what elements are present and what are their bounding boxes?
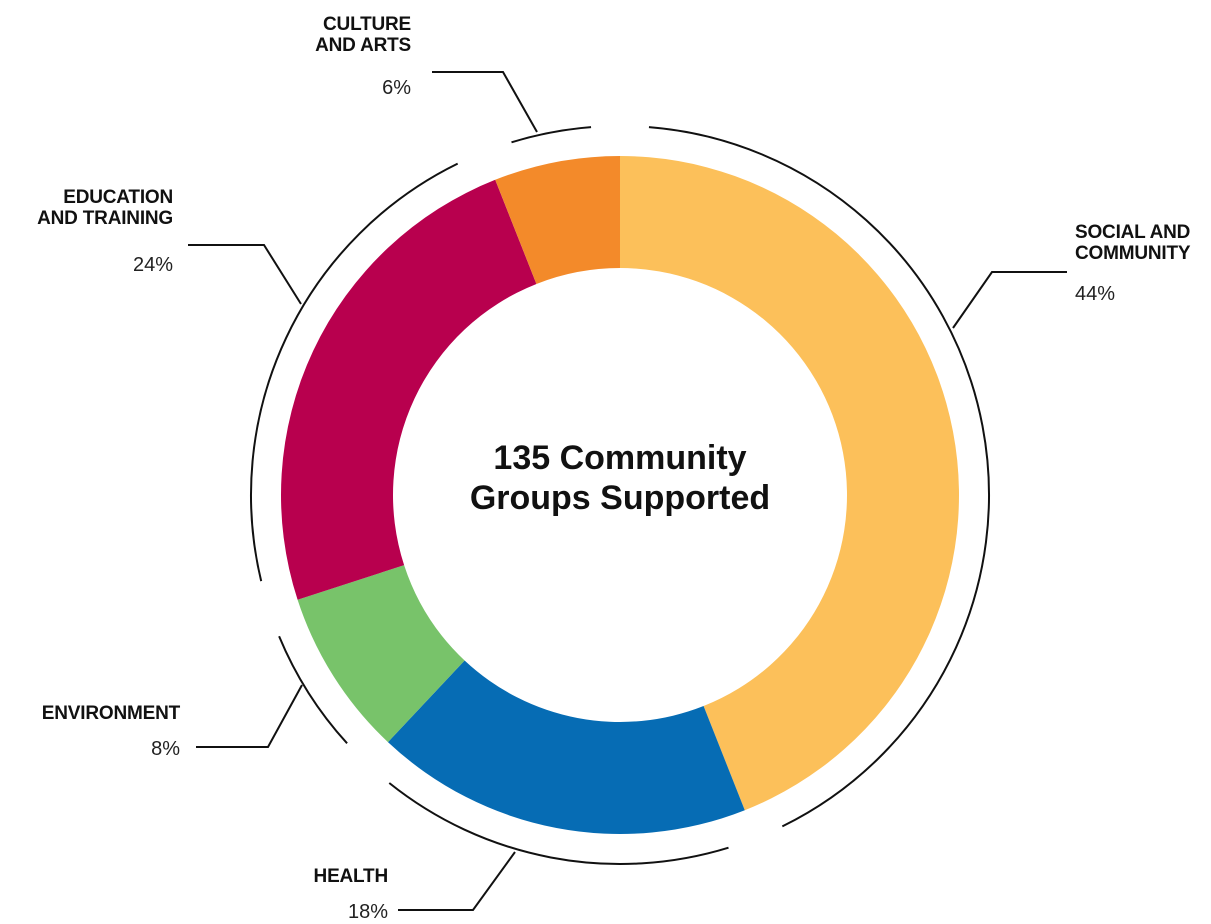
label-education-and-training: EDUCATION AND TRAINING: [0, 187, 173, 229]
label-social-line-1: SOCIAL AND: [1075, 222, 1191, 243]
label-education-line-1: EDUCATION: [63, 187, 173, 208]
center-title-line-1: 135 Community: [493, 439, 747, 477]
outer-arc-health: [388, 782, 729, 865]
slice-education-and-training: [280, 179, 537, 600]
label-culture-line-2: AND ARTS: [315, 35, 411, 56]
center-title: 135 Community Groups Supported: [420, 438, 820, 518]
label-education-line-2: AND TRAINING: [37, 208, 173, 229]
label-environment: ENVIRONMENT: [0, 703, 180, 724]
slice-environment: [297, 565, 465, 743]
value-health: 18%: [347, 901, 388, 923]
label-culture-line-1: CULTURE: [323, 14, 411, 35]
value-culture-and-arts: 6%: [382, 77, 411, 99]
leader-culture-and-arts: [432, 71, 538, 133]
label-health-line-1: HEALTH: [313, 866, 389, 887]
label-environment-line-1: ENVIRONMENT: [41, 703, 180, 724]
center-title-line-2: Groups Supported: [469, 479, 771, 517]
outer-arc-education-and-training: [250, 162, 459, 582]
outer-arc-environment: [278, 635, 348, 745]
leader-social-and-community: [952, 271, 1067, 329]
label-social-line-2: COMMUNITY: [1075, 243, 1191, 264]
slice-social-and-community: [620, 156, 960, 811]
value-education-and-training: 24%: [132, 254, 173, 276]
outer-arc-social-and-community: [648, 126, 990, 828]
leader-education-and-training: [188, 244, 302, 305]
slice-culture-and-arts: [495, 156, 620, 284]
label-social-and-community: SOCIAL AND COMMUNITY: [1075, 222, 1191, 264]
value-environment: 8%: [151, 738, 180, 760]
outer-arc-culture-and-arts: [511, 126, 592, 144]
label-culture-and-arts: CULTURE AND ARTS: [240, 14, 411, 56]
leader-health: [398, 851, 516, 911]
label-health: HEALTH: [250, 866, 389, 887]
leader-environment: [196, 684, 303, 748]
slice-health: [387, 660, 745, 834]
value-social-and-community: 44%: [1075, 283, 1116, 305]
